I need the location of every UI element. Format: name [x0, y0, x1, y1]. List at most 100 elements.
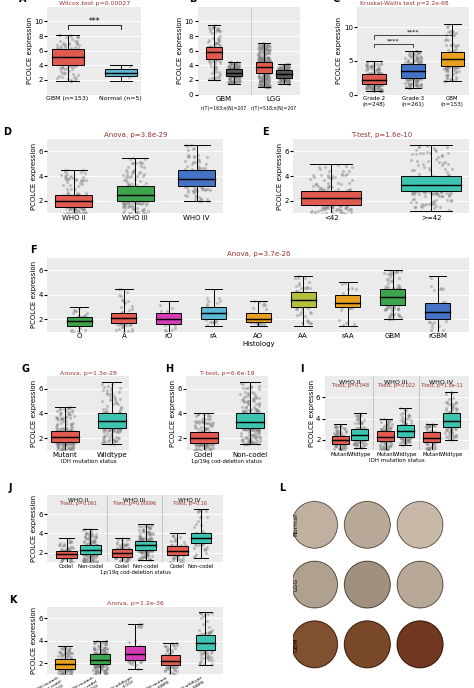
Point — [260, 48, 267, 59]
Point — [89, 546, 96, 557]
Point — [131, 653, 139, 664]
Point — [281, 65, 288, 76]
Point — [123, 197, 130, 208]
Point — [57, 654, 65, 665]
Point — [282, 64, 289, 75]
Point — [108, 431, 116, 442]
Point — [128, 655, 136, 666]
Point — [215, 49, 223, 60]
Point — [256, 61, 264, 72]
Point — [194, 431, 201, 442]
Point — [56, 660, 64, 671]
Point — [133, 171, 141, 182]
Point — [214, 54, 221, 65]
Point — [67, 537, 74, 548]
Point — [413, 52, 420, 63]
Point — [216, 44, 223, 55]
Point — [197, 436, 205, 447]
Point — [243, 414, 250, 425]
Point — [145, 539, 152, 550]
Point — [420, 180, 428, 191]
Point — [178, 544, 185, 555]
Point — [374, 82, 382, 93]
Point — [450, 398, 457, 409]
Point — [452, 41, 459, 52]
Point — [266, 56, 273, 67]
Point — [338, 436, 346, 447]
Point — [181, 172, 188, 183]
Point — [276, 63, 284, 74]
Point — [192, 540, 200, 551]
Point — [390, 301, 398, 312]
Point — [116, 432, 123, 443]
Point — [252, 422, 260, 433]
Point — [257, 318, 265, 329]
Point — [142, 544, 149, 555]
Point — [142, 190, 150, 201]
Point — [255, 57, 263, 68]
Point — [442, 34, 450, 45]
Point — [90, 654, 98, 665]
Point — [121, 546, 128, 557]
Point — [60, 58, 68, 69]
Point — [208, 417, 216, 428]
Point — [129, 157, 137, 168]
Point — [406, 49, 413, 60]
Point — [417, 60, 424, 71]
Point — [246, 316, 254, 327]
Point — [261, 61, 269, 72]
Point — [353, 431, 361, 442]
Point — [73, 32, 81, 43]
Point — [140, 180, 147, 191]
Point — [250, 415, 258, 426]
Point — [366, 74, 374, 85]
Point — [446, 46, 454, 57]
Point — [61, 548, 69, 559]
Point — [140, 538, 147, 549]
Point — [448, 388, 456, 399]
Point — [264, 81, 272, 92]
Point — [412, 69, 419, 80]
Point — [163, 316, 170, 327]
Point — [63, 662, 71, 673]
Point — [276, 68, 283, 79]
Point — [413, 46, 420, 57]
Point — [425, 420, 433, 431]
Point — [63, 419, 70, 430]
Point — [236, 75, 244, 86]
Point — [445, 398, 452, 409]
Point — [161, 641, 169, 652]
Point — [445, 158, 452, 169]
Point — [69, 45, 76, 56]
Point — [293, 303, 301, 314]
Point — [426, 436, 434, 447]
Point — [368, 73, 375, 84]
Point — [65, 647, 73, 658]
Point — [378, 68, 385, 79]
Point — [408, 154, 415, 165]
Point — [386, 266, 393, 277]
Point — [168, 650, 175, 661]
Point — [239, 422, 246, 433]
Point — [101, 654, 109, 665]
Point — [252, 411, 259, 422]
Point — [260, 76, 267, 87]
Point — [389, 295, 396, 306]
Point — [408, 64, 415, 75]
Point — [295, 278, 303, 289]
Point — [234, 65, 241, 76]
Point — [251, 413, 258, 424]
Point — [129, 165, 137, 176]
Point — [64, 645, 72, 656]
Point — [239, 406, 246, 417]
Point — [91, 545, 99, 556]
Point — [429, 189, 437, 200]
Point — [93, 540, 100, 551]
Point — [185, 169, 193, 180]
Point — [206, 425, 213, 436]
Point — [214, 38, 222, 49]
Point — [327, 196, 335, 207]
Point — [96, 656, 104, 667]
Point — [120, 190, 128, 201]
Point — [85, 528, 92, 539]
